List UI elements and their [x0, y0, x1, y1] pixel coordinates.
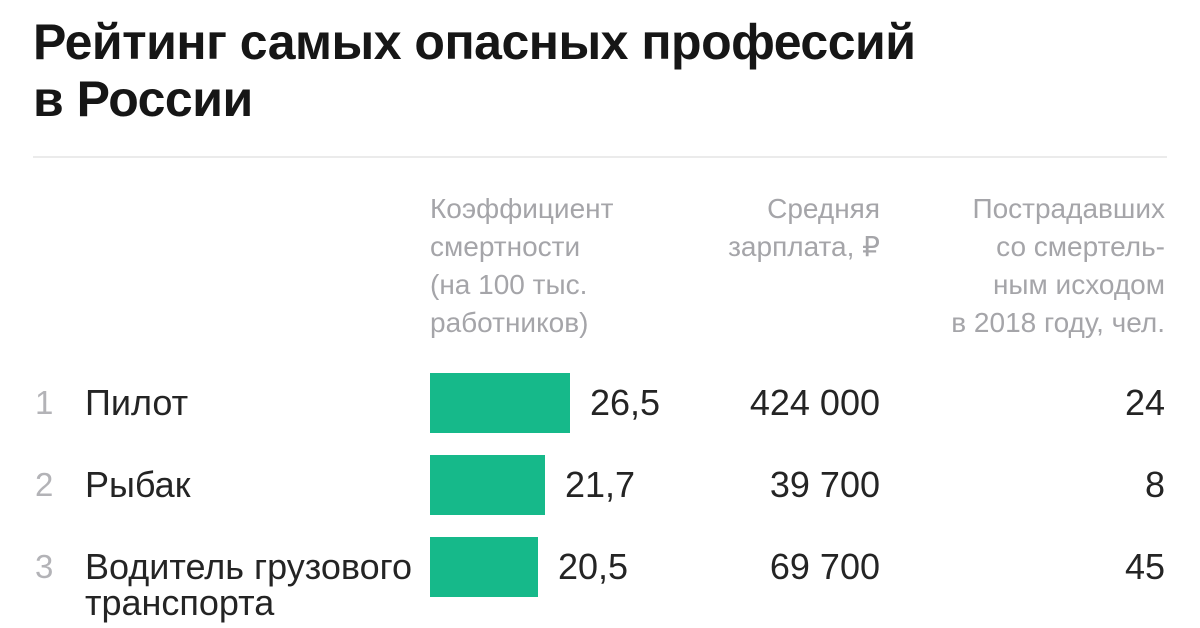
coefficient-bar [430, 537, 538, 597]
table-row: 3 Водитель грузового транспорта 20,5 69 … [35, 526, 1165, 623]
divider [33, 156, 1167, 158]
rows-table: 1 Пилот 26,5 424 000 24 2 Рыбак 21,7 39 … [35, 362, 1165, 623]
coefficient-value: 20,5 [558, 546, 629, 587]
table-row: 1 Пилот 26,5 424 000 24 [35, 362, 1165, 444]
coefficient-value: 21,7 [565, 464, 636, 505]
salary-value: 424 000 [749, 382, 880, 423]
page-title: Рейтинг самых опасных профессий в России [33, 14, 916, 127]
rank-label: 3 [35, 548, 54, 585]
column-header-coefficient: Коэффициент смертности (на 100 тыс. рабо… [430, 193, 614, 338]
victims-value: 45 [1124, 546, 1165, 587]
column-header-victims: Пострадавших со смертель- ным исходом в … [951, 193, 1165, 338]
coefficient-value: 26,5 [590, 382, 661, 423]
profession-label: Пилот [85, 382, 189, 423]
profession-label: Рыбак [85, 464, 191, 505]
coefficient-bar [430, 373, 570, 433]
column-header-salary: Средняя зарплата, ₽ [728, 193, 880, 262]
coefficient-cell: 26,5 [430, 362, 690, 444]
column-headers: Коэффициент смертности (на 100 тыс. рабо… [35, 190, 1165, 342]
rank-label: 1 [35, 384, 54, 421]
victims-value: 8 [1144, 464, 1165, 505]
coefficient-cell: 21,7 [430, 444, 690, 526]
coefficient-cell: 20,5 [430, 526, 690, 608]
salary-value: 39 700 [769, 464, 880, 505]
victims-value: 24 [1124, 382, 1165, 423]
coefficient-bar [430, 455, 545, 515]
rank-label: 2 [35, 466, 54, 503]
salary-value: 69 700 [769, 546, 880, 587]
table-row: 2 Рыбак 21,7 39 700 8 [35, 444, 1165, 526]
profession-label: Водитель грузового транспорта [85, 546, 413, 623]
